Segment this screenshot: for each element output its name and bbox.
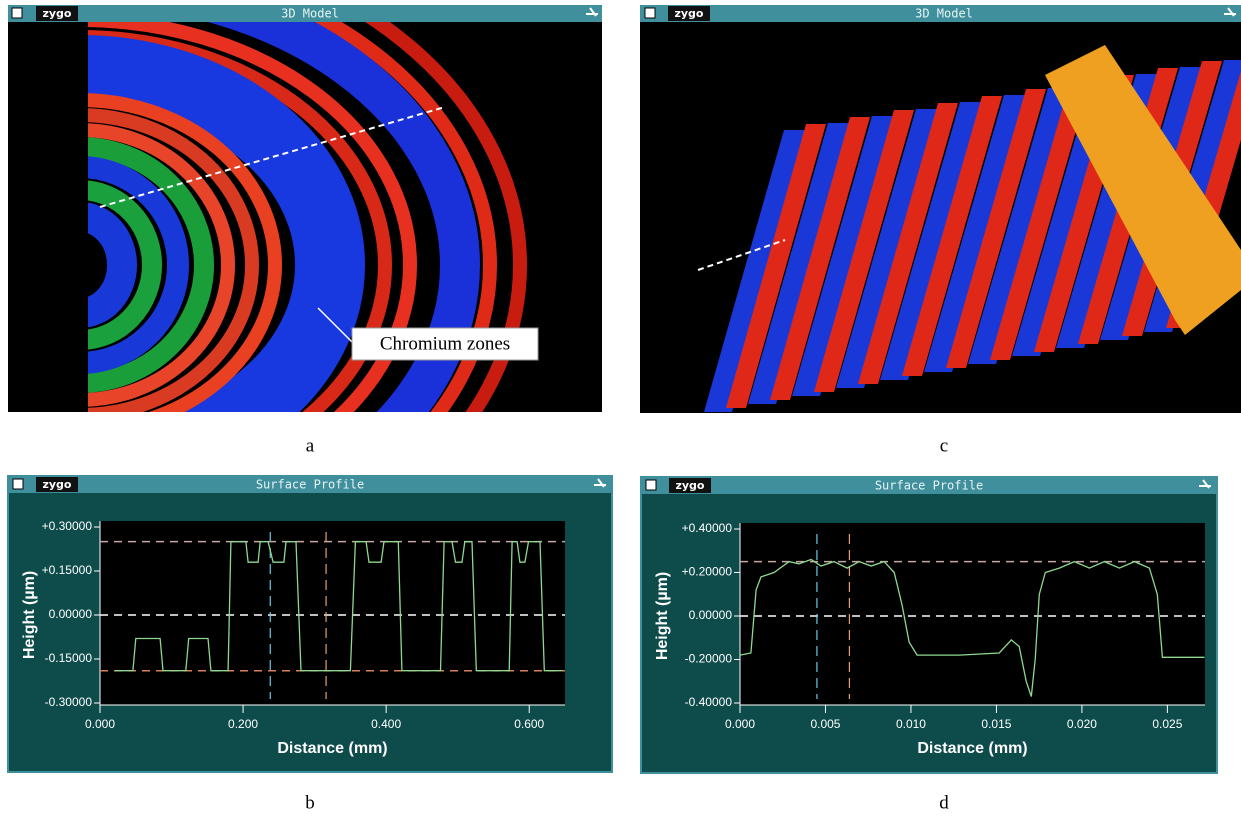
panel-c: zygo 3D Model c: [640, 5, 1241, 456]
y-axis-label: Height (µm): [21, 571, 38, 659]
x-tick-label: 0.400: [371, 717, 401, 731]
profile-panel: zygo Surface Profile +0.30000 +0.15000 0.000…: [8, 476, 612, 772]
y-tick-label: 0.00000: [689, 608, 733, 622]
y-axis-label: Height (µm): [654, 572, 671, 660]
plot-area: [740, 523, 1205, 705]
logo: zygo: [42, 478, 71, 491]
x-tick-label: 0.200: [228, 717, 258, 731]
y-tick-label: +0.40000: [682, 521, 733, 535]
x-tick-label: 0.600: [514, 717, 544, 731]
y-tick-label: -0.30000: [45, 695, 93, 709]
caption: a: [306, 435, 315, 456]
x-tick-label: 0.010: [896, 717, 926, 731]
y-tick-label: -0.20000: [685, 652, 733, 666]
close-icon[interactable]: [646, 480, 656, 490]
x-tick-label: 0.005: [810, 717, 840, 731]
page: zygo 3D Model Chromium zones a: [0, 0, 1241, 816]
logo: zygo: [42, 7, 71, 20]
panel-title: Surface Profile: [256, 478, 364, 492]
y-tick-label: +0.30000: [42, 519, 93, 533]
close-icon[interactable]: [645, 8, 655, 18]
plot-area: [100, 521, 565, 705]
x-tick-label: 0.015: [981, 717, 1011, 731]
caption: b: [305, 792, 315, 813]
caption: d: [939, 792, 949, 813]
x-tick-label: 0.000: [85, 717, 115, 731]
y-tick-label: +0.20000: [682, 565, 733, 579]
figure: zygo 3D Model Chromium zones a: [0, 0, 1241, 816]
close-icon[interactable]: [12, 8, 22, 18]
x-axis-label: Distance (mm): [917, 740, 1027, 757]
x-axis-label: Distance (mm): [277, 740, 387, 757]
panel-title: 3D Model: [281, 7, 339, 21]
logo: zygo: [674, 7, 703, 20]
y-tick-label: -0.15000: [45, 651, 93, 665]
caption: c: [940, 435, 948, 456]
annotation: Chromium zones: [380, 333, 510, 354]
close-icon[interactable]: [13, 479, 23, 489]
y-tick-label: -0.40000: [685, 695, 733, 709]
profile-panel: zygo Surface Profile +0.40000 +0.20000 0.000…: [641, 477, 1217, 773]
logo: zygo: [675, 479, 704, 492]
y-tick-label: +0.15000: [42, 563, 93, 577]
panel-title: Surface Profile: [875, 479, 983, 493]
y-tick-label: 0.00000: [49, 607, 93, 621]
panel-title: 3D Model: [915, 7, 973, 21]
x-tick-label: 0.025: [1152, 717, 1182, 731]
x-tick-label: 0.000: [725, 717, 755, 731]
x-tick-label: 0.020: [1067, 717, 1097, 731]
